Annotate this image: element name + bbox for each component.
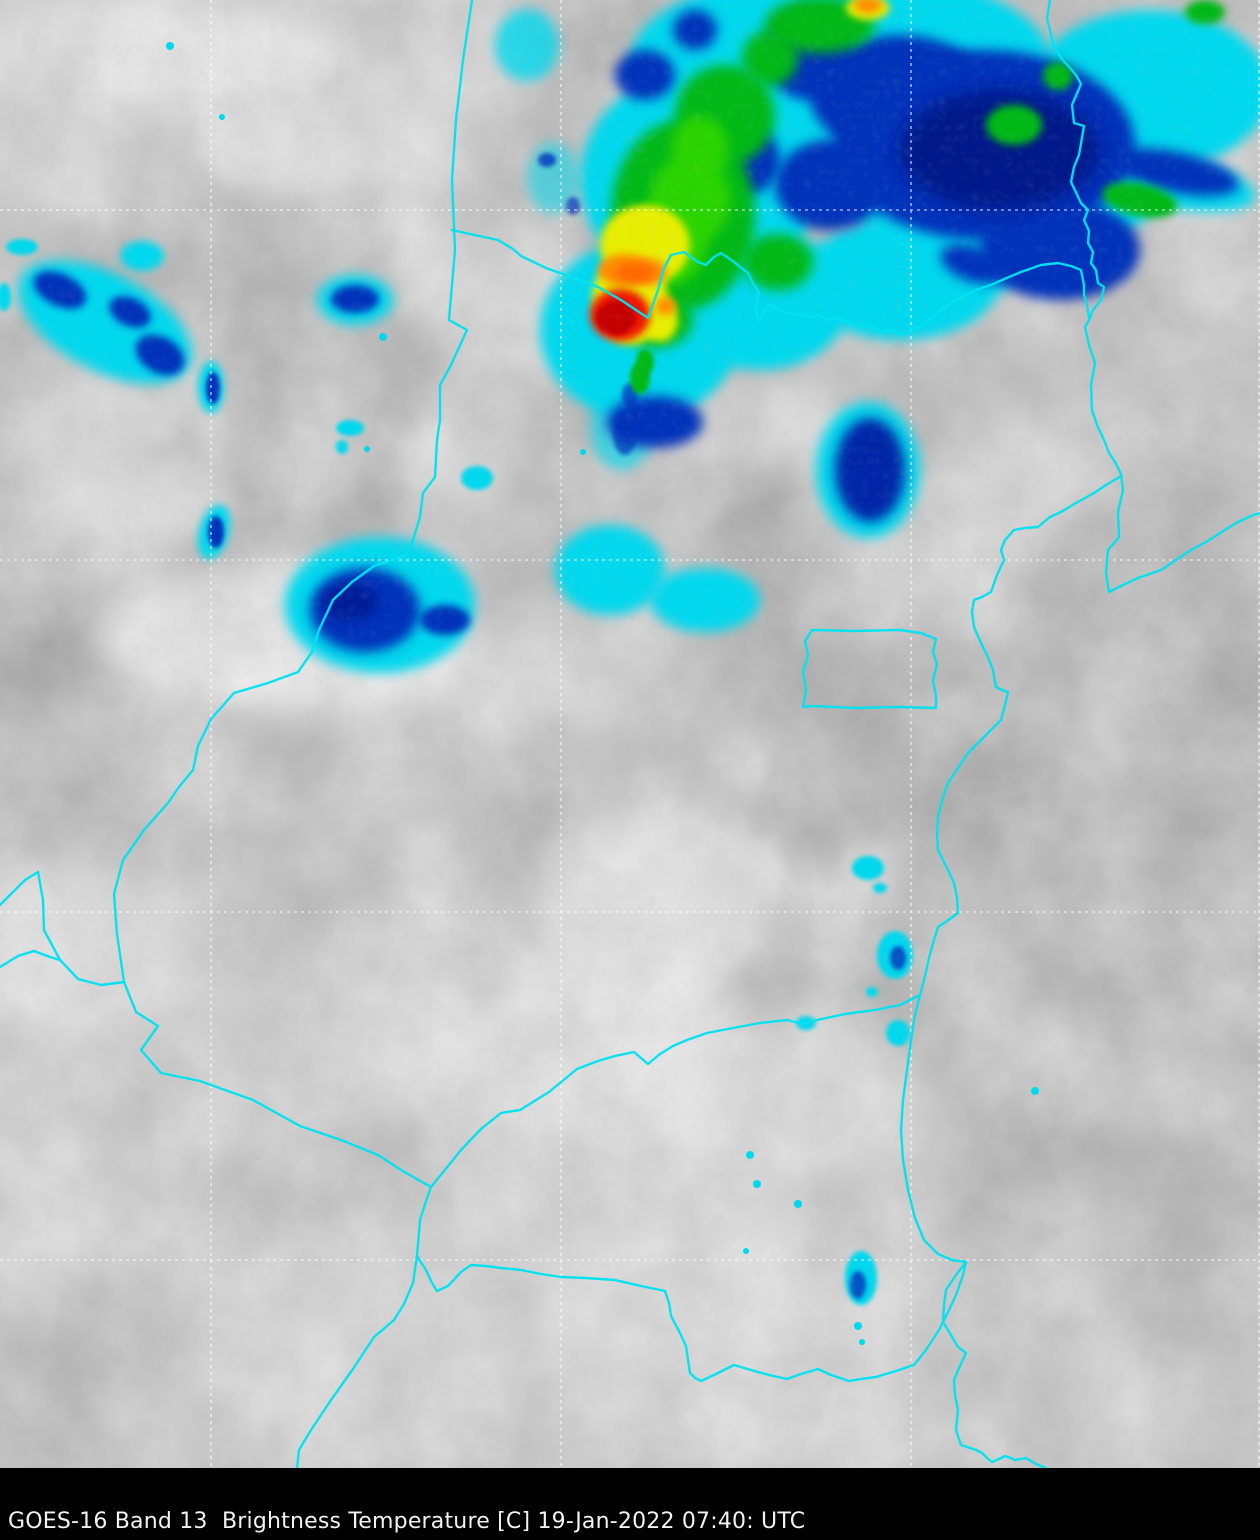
border-south-westeast — [415, 1254, 968, 1383]
country-border-overlay — [0, 0, 1260, 1468]
graticule-overlay — [0, 0, 1260, 1468]
border-northeast — [1045, 0, 1260, 594]
border-diagonal-branch — [429, 993, 922, 1189]
border-lake-loop — [0, 870, 126, 987]
caption-text: GOES-16 Band 13 Brightness Temperature [… — [8, 1509, 806, 1534]
satellite-image-area — [0, 0, 1260, 1468]
pixel-grain-layer — [0, 0, 1260, 1468]
satellite-image — [0, 0, 1260, 1468]
border-lake-loop-south — [0, 949, 62, 969]
border-central-zigzag — [899, 515, 1052, 1264]
border-northeast-branch — [1048, 474, 1123, 519]
border-state-box — [801, 628, 939, 710]
caption-bar: GOES-16 Band 13 Brightness Temperature [… — [0, 1468, 1260, 1540]
border-storm-diagonal — [450, 228, 1091, 337]
border-west-meridian — [112, 0, 474, 1468]
border-south-river — [941, 1260, 1048, 1468]
